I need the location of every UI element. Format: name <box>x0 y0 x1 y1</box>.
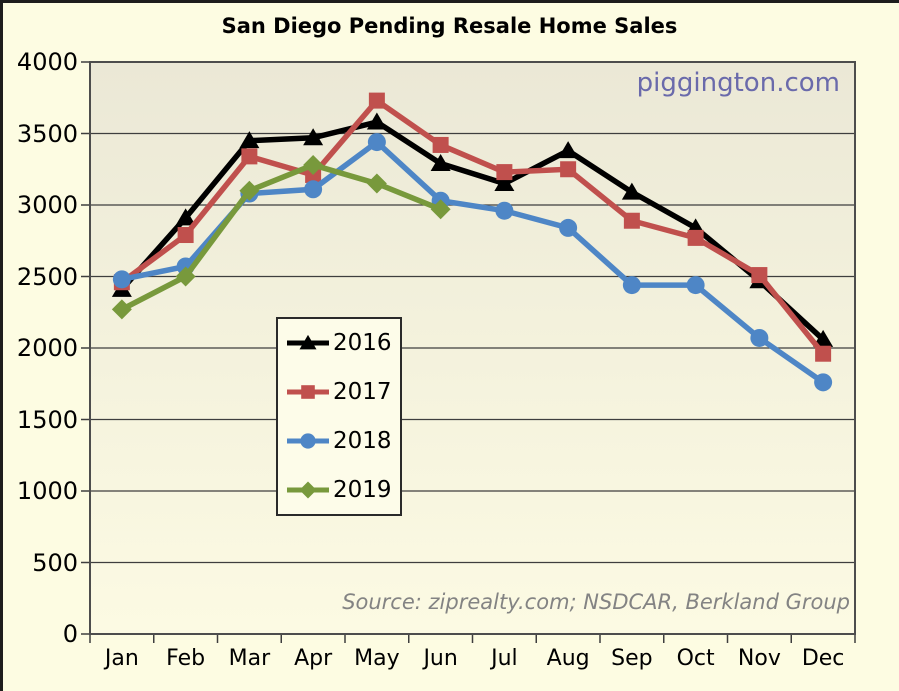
y-axis-label: 2000 <box>16 334 78 362</box>
data-point-2019 <box>239 180 260 201</box>
data-point-2017 <box>305 166 322 183</box>
legend-item-2018: 2018 <box>286 428 400 454</box>
legend-label: 2019 <box>333 476 392 503</box>
data-point-2018 <box>559 218 578 237</box>
data-point-2017 <box>560 161 577 178</box>
legend-marker-triangle-icon <box>287 335 329 350</box>
x-axis-label-jul: Jul <box>491 646 518 671</box>
x-axis-label-mar: Mar <box>228 646 271 671</box>
x-axis-label-nov: Nov <box>737 646 781 671</box>
series-line-2017 <box>120 96 826 356</box>
legend-marker-diamond-icon <box>287 481 329 499</box>
data-point-2017 <box>496 164 513 181</box>
y-axis-label: 4000 <box>16 48 78 76</box>
data-point-2018 <box>304 180 323 199</box>
source-note: Source: ziprealty.com; NSDCAR, Berkland … <box>342 590 850 614</box>
data-point-2016 <box>239 131 260 149</box>
y-axis-label: 1000 <box>16 477 78 505</box>
data-point-2018 <box>814 373 833 392</box>
data-point-2016 <box>175 208 196 226</box>
data-point-2017 <box>368 92 385 109</box>
data-point-2016 <box>621 182 642 200</box>
y-axis-label: 500 <box>32 548 78 577</box>
x-axis-label-oct: Oct <box>676 646 715 671</box>
data-point-2018 <box>750 328 769 347</box>
data-point-2016 <box>303 128 324 146</box>
data-point-2016 <box>494 174 515 192</box>
data-point-2018 <box>622 276 641 295</box>
x-axis-label-sep: Sep <box>611 646 653 671</box>
data-point-2016 <box>430 154 451 172</box>
chart-title: San Diego Pending Resale Home Sales <box>221 14 678 38</box>
x-axis-label-feb: Feb <box>166 646 206 671</box>
series-line-2019 <box>120 162 442 312</box>
x-axis-label-dec: Dec <box>801 646 845 671</box>
series-line-2016 <box>119 119 825 342</box>
data-point-2017 <box>751 267 768 284</box>
data-point-2016 <box>366 112 387 130</box>
data-point-2019 <box>430 199 451 220</box>
series-line-2018 <box>121 138 825 385</box>
legend-item-2019: 2019 <box>286 477 400 503</box>
legend-item-2017: 2017 <box>286 379 400 405</box>
data-point-2018 <box>367 133 386 152</box>
legend-label: 2017 <box>333 379 392 406</box>
legend-label: 2018 <box>333 427 392 454</box>
y-axis-label: 1500 <box>16 405 78 434</box>
x-axis-label-jun: Jun <box>423 646 458 671</box>
y-axis-label: 3000 <box>16 191 78 219</box>
y-axis-label: 0 <box>62 620 78 648</box>
data-point-2017 <box>623 212 640 229</box>
y-axis-label: 3500 <box>16 119 78 148</box>
legend-item-2016: 2016 <box>286 330 400 356</box>
data-point-2017 <box>177 227 194 244</box>
data-point-2016 <box>558 141 579 159</box>
x-axis-label-jan: Jan <box>104 646 139 671</box>
data-point-2019 <box>303 154 324 175</box>
data-point-2018 <box>112 270 131 289</box>
data-point-2017 <box>687 229 704 246</box>
data-point-2019 <box>175 266 196 287</box>
x-axis-label-apr: Apr <box>294 646 333 671</box>
data-point-2018 <box>495 201 514 220</box>
chart-plot-svg <box>81 61 856 643</box>
data-point-2019 <box>366 173 387 194</box>
data-point-2017 <box>432 136 449 153</box>
legend-label: 2016 <box>333 330 392 357</box>
data-point-2018 <box>686 276 705 295</box>
data-point-2019 <box>111 299 132 320</box>
y-axis-label: 2500 <box>16 262 78 291</box>
x-axis-label-aug: Aug <box>546 646 590 671</box>
legend-marker-circle-icon <box>287 433 329 449</box>
x-axis-label-may: May <box>354 646 400 671</box>
plot-area <box>81 61 856 643</box>
data-point-2017 <box>241 148 258 165</box>
watermark-text: piggington.com <box>636 68 840 98</box>
data-point-2017 <box>815 345 832 362</box>
legend-marker-square-icon <box>287 385 329 399</box>
data-point-2016 <box>813 329 834 347</box>
legend: 2016 2017 2018 2019 <box>276 317 402 516</box>
